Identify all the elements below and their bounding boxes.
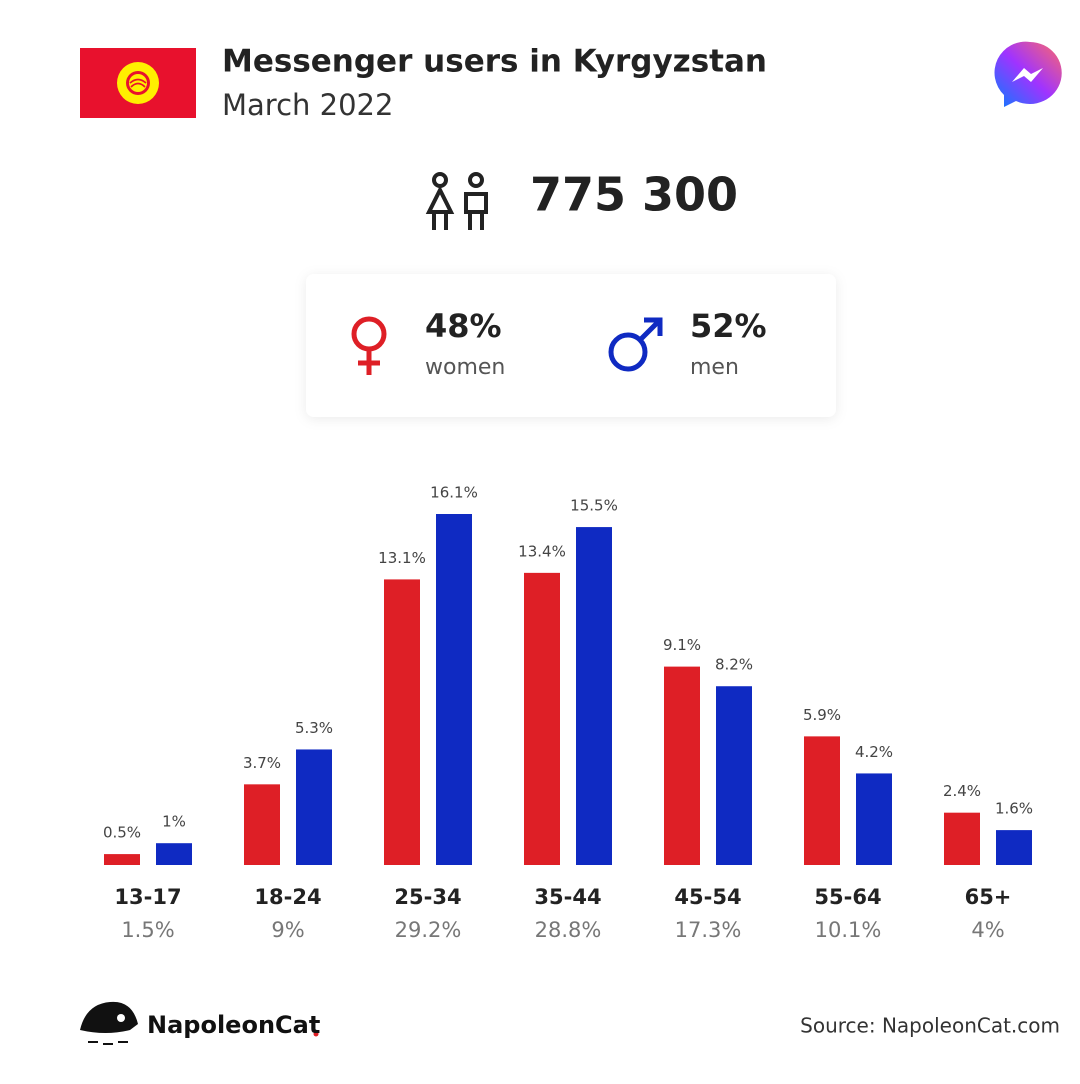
category-label: 65+ <box>965 885 1012 909</box>
source: Source: NapoleonCat.com <box>800 1014 1060 1038</box>
value-label: 0.5% <box>103 824 141 842</box>
value-label: 16.1% <box>430 484 478 502</box>
brand-logo <box>80 1001 319 1045</box>
bar <box>156 843 192 865</box>
category-label: 55-64 <box>814 885 881 909</box>
bar <box>576 527 612 865</box>
bar <box>944 812 980 865</box>
brand-name: NapoleonCat <box>147 1011 320 1039</box>
bar <box>244 784 280 865</box>
people-icon <box>425 172 488 230</box>
category-total: 28.8% <box>535 918 602 942</box>
category-total: 29.2% <box>395 918 462 942</box>
bar <box>804 736 840 865</box>
value-label: 5.9% <box>803 706 841 724</box>
value-label: 8.2% <box>715 656 753 674</box>
value-label: 4.2% <box>855 743 893 761</box>
men-share: 52% <box>690 307 767 345</box>
value-label: 2.4% <box>943 782 981 800</box>
total-users: 775 300 <box>530 168 738 222</box>
bar <box>384 579 420 865</box>
bar <box>104 854 140 865</box>
value-label: 9.1% <box>663 636 701 654</box>
category-label: 18-24 <box>254 885 321 909</box>
bar <box>716 686 752 865</box>
value-label: 1.6% <box>995 800 1033 818</box>
bar <box>996 830 1032 865</box>
female-symbol <box>351 316 387 375</box>
category-label: 45-54 <box>674 885 741 909</box>
women-label: women <box>425 355 505 380</box>
bar <box>524 572 560 865</box>
women-share: 48% <box>425 307 502 345</box>
category-label: 35-44 <box>534 885 601 909</box>
category-total: 17.3% <box>675 918 742 942</box>
value-label: 13.1% <box>378 549 426 567</box>
men-label: men <box>690 355 739 380</box>
category-total: 4% <box>971 918 1004 942</box>
subtitle: March 2022 <box>222 88 393 122</box>
male-symbol <box>608 317 663 372</box>
category-total: 10.1% <box>815 918 882 942</box>
gender-box <box>306 274 836 417</box>
category-label: 13-17 <box>114 885 181 909</box>
flag <box>80 48 196 118</box>
category-total: 9% <box>271 918 304 942</box>
title: Messenger users in Kyrgyzstan <box>222 44 767 80</box>
value-label: 15.5% <box>570 497 618 515</box>
bar <box>664 666 700 865</box>
value-label: 1% <box>162 813 186 831</box>
value-label: 3.7% <box>243 754 281 772</box>
value-label: 5.3% <box>295 719 333 737</box>
category-label: 25-34 <box>394 885 461 909</box>
bar <box>296 749 332 865</box>
bar <box>436 514 472 865</box>
value-label: 13.4% <box>518 542 566 560</box>
messenger-icon <box>994 41 1062 108</box>
category-total: 1.5% <box>121 918 174 942</box>
bar <box>856 773 892 865</box>
